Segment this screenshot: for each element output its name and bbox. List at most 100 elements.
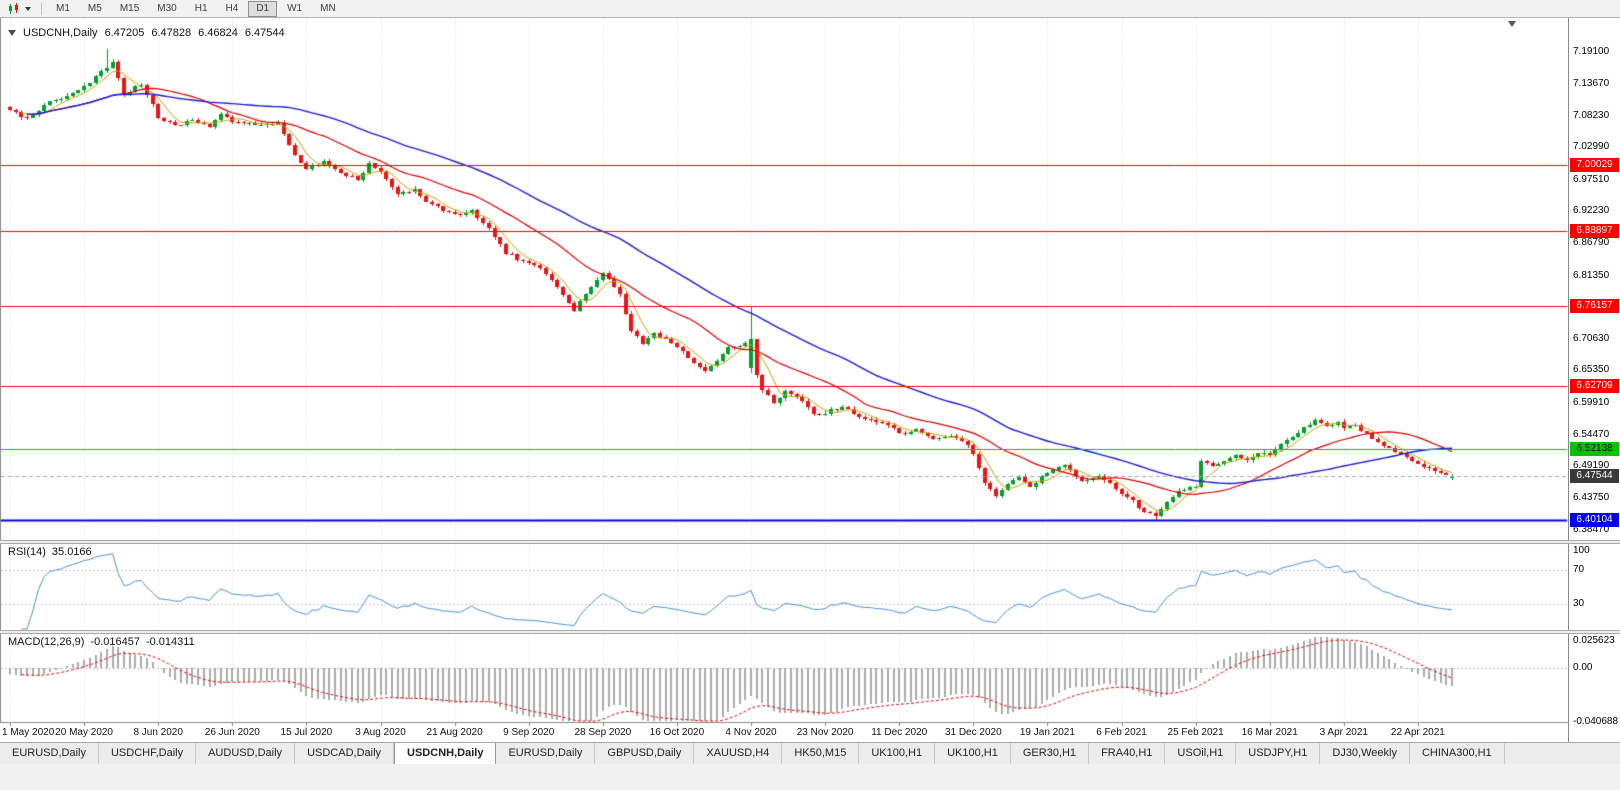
timeframe-button-w1[interactable]: W1 bbox=[287, 2, 303, 14]
timeframe-button-m30[interactable]: M30 bbox=[157, 2, 177, 14]
symbol-tab-audusd-daily[interactable]: AUDUSD,Daily bbox=[196, 743, 296, 764]
date-axis-label: 3 Aug 2020 bbox=[355, 727, 406, 738]
symbol-tab-uk100-h1[interactable]: UK100,H1 bbox=[859, 743, 936, 764]
date-axis-label: 16 Mar 2021 bbox=[1241, 727, 1298, 738]
timeframe-toolbar: M1 M5 M15 M30 H1 H4 D1 W1 MN bbox=[0, 0, 1620, 18]
date-axis-label: 21 Aug 2020 bbox=[426, 727, 483, 738]
price-axis-label: 7.13670 bbox=[1573, 78, 1610, 90]
timeframe-button-m15[interactable]: M15 bbox=[119, 2, 140, 14]
rsi-axis-label: 30 bbox=[1573, 598, 1585, 610]
date-axis-label: 15 Jul 2020 bbox=[280, 727, 333, 738]
macd-main-value: -0.016457 bbox=[90, 636, 140, 648]
symbol-tab-dj30-weekly[interactable]: DJ30,Weekly bbox=[1320, 743, 1410, 764]
date-axis-label: 3 Apr 2021 bbox=[1319, 727, 1368, 738]
chart-tab-bar: EURUSD,Daily USDCHF,Daily AUDUSD,Daily USDC… bbox=[0, 742, 1620, 764]
date-axis-label: 25 Feb 2021 bbox=[1167, 727, 1224, 738]
price-axis-label: 7.08230 bbox=[1573, 110, 1610, 122]
chart-symbol-period: USDCNH,Daily bbox=[23, 27, 98, 39]
symbol-tab-eurusd-daily[interactable]: EURUSD,Daily bbox=[496, 743, 596, 764]
pane-separator-macd[interactable] bbox=[0, 630, 1620, 634]
symbol-tab-gbpusd-daily[interactable]: GBPUSD,Daily bbox=[595, 743, 695, 764]
price-axis-label: 6.92230 bbox=[1573, 205, 1610, 217]
toolbar-divider bbox=[41, 2, 42, 15]
price-axis-label: 6.97510 bbox=[1573, 173, 1610, 185]
date-axis-label: 6 Feb 2021 bbox=[1096, 727, 1147, 738]
symbol-tab-usoil-h1[interactable]: USOil,H1 bbox=[1165, 743, 1237, 764]
ohlc-high: 6.47828 bbox=[151, 27, 192, 39]
symbol-tab-hk50-m15[interactable]: HK50,M15 bbox=[782, 743, 860, 764]
support-level-green-badge: 6.52138 bbox=[1570, 441, 1619, 456]
rsi-value: 35.0166 bbox=[51, 546, 92, 558]
timeframe-button-h4[interactable]: H4 bbox=[225, 2, 239, 14]
date-axis-label: 31 Dec 2020 bbox=[944, 727, 1002, 738]
resistance-level-4-badge: 6.62709 bbox=[1570, 379, 1619, 394]
macd-axis-label: 0.025623 bbox=[1573, 635, 1615, 646]
ohlc-open: 6.47205 bbox=[104, 27, 145, 39]
resistance-level-2-badge: 6.88897 bbox=[1570, 223, 1619, 238]
date-axis-label: 20 May 2020 bbox=[55, 727, 114, 738]
rsi-axis-label: 100 bbox=[1573, 545, 1590, 556]
timeframe-buttons: M1 M5 M15 M30 H1 H4 D1 W1 MN bbox=[48, 0, 344, 17]
price-axis-label: 7.19100 bbox=[1573, 46, 1610, 58]
candlestick-chart-icon bbox=[9, 2, 18, 14]
pane-separator-rsi[interactable] bbox=[0, 540, 1620, 544]
macd-axis-label: -0.040688 bbox=[1573, 716, 1619, 727]
symbol-tab-usdchf-daily[interactable]: USDCHF,Daily bbox=[99, 743, 197, 764]
date-axis-label: 22 Apr 2021 bbox=[1390, 727, 1445, 738]
symbol-tab-usdcad-daily[interactable]: USDCAD,Daily bbox=[295, 743, 395, 764]
price-axis-label: 6.43750 bbox=[1573, 492, 1610, 504]
date-axis-label: 4 Nov 2020 bbox=[725, 727, 777, 738]
chevron-down-icon bbox=[25, 6, 31, 11]
current-price-line-badge: 6.47544 bbox=[1570, 468, 1619, 483]
symbol-tab-ger30-h1[interactable]: GER30,H1 bbox=[1011, 743, 1090, 764]
timeframe-button-m5[interactable]: M5 bbox=[87, 2, 102, 14]
date-axis-label: 26 Jun 2020 bbox=[204, 727, 260, 738]
price-axis-label: 6.38470 bbox=[1573, 523, 1610, 535]
one-click-trading-icon[interactable] bbox=[8, 30, 16, 36]
macd-axis-label: 0.00 bbox=[1573, 662, 1593, 673]
chart-shift-marker[interactable] bbox=[1508, 21, 1516, 27]
symbol-tab-china300-h1[interactable]: CHINA300,H1 bbox=[1410, 743, 1505, 764]
date-axis-label: 23 Nov 2020 bbox=[796, 727, 854, 738]
macd-name: MACD(12,26,9) bbox=[8, 636, 85, 648]
date-axis-label: 9 Sep 2020 bbox=[503, 727, 555, 738]
price-axis-label: 6.59910 bbox=[1573, 396, 1610, 408]
timeframe-button-h1[interactable]: H1 bbox=[194, 2, 208, 14]
price-axis-label: 6.70630 bbox=[1573, 333, 1610, 345]
price-axis-label: 6.49190 bbox=[1573, 460, 1610, 472]
symbol-tab-eurusd-daily[interactable]: EURUSD,Daily bbox=[0, 743, 99, 764]
timeframe-button-mn[interactable]: MN bbox=[320, 2, 336, 14]
chart-canvas[interactable] bbox=[0, 0, 1568, 742]
timeframe-button-m1[interactable]: M1 bbox=[56, 2, 70, 14]
date-axis-label: 11 Dec 2020 bbox=[871, 727, 928, 738]
date-axis-label: 19 Jan 2021 bbox=[1019, 727, 1075, 738]
price-axis-label: 6.65350 bbox=[1573, 364, 1610, 376]
time-axis[interactable]: 1 May 2020 20 May 2020 8 Jun 2020 26 Jun 20… bbox=[0, 722, 1568, 742]
rsi-indicator-label: RSI(14) 35.0166 bbox=[8, 546, 92, 558]
chart-type-menu[interactable] bbox=[4, 1, 35, 17]
symbol-tab-usdjpy-h1[interactable]: USDJPY,H1 bbox=[1236, 743, 1321, 764]
symbol-tab-fra40-h1[interactable]: FRA40,H1 bbox=[1089, 743, 1166, 764]
macd-signal-value: -0.014311 bbox=[145, 636, 195, 648]
rsi-name: RSI(14) bbox=[8, 546, 46, 558]
ohlc-close: 6.47544 bbox=[244, 27, 285, 39]
symbol-tab-xauusd-h4[interactable]: XAUUSD,H4 bbox=[694, 743, 783, 764]
macd-indicator-label: MACD(12,26,9) -0.016457 -0.014311 bbox=[8, 636, 195, 648]
date-axis-label: 1 May 2020 bbox=[2, 727, 55, 738]
price-axis-label: 6.54470 bbox=[1573, 428, 1610, 440]
price-axis-label: 7.02990 bbox=[1573, 141, 1610, 153]
timeframe-button-d1[interactable]: D1 bbox=[248, 0, 278, 17]
price-axis-label: 6.81350 bbox=[1573, 269, 1610, 281]
symbol-tab-uk100-h1[interactable]: UK100,H1 bbox=[935, 743, 1011, 764]
date-axis-label: 16 Oct 2020 bbox=[649, 727, 705, 738]
price-axis-label: 6.86790 bbox=[1573, 237, 1610, 249]
symbol-tab-usdcnh-daily[interactable]: USDCNH,Daily bbox=[394, 743, 497, 764]
date-axis-label: 8 Jun 2020 bbox=[133, 727, 183, 738]
chart-title-overlay: USDCNH,Daily 6.47205 6.47828 6.46824 6.4… bbox=[8, 27, 285, 39]
resistance-level-1-badge: 7.00029 bbox=[1570, 158, 1619, 172]
window-bottom-strip bbox=[0, 764, 1620, 790]
date-axis-label: 28 Sep 2020 bbox=[574, 727, 632, 738]
price-axis[interactable]: 7.19100 7.13670 7.08230 7.02990 6.97510 6.922… bbox=[1568, 18, 1620, 742]
rsi-axis-label: 70 bbox=[1573, 563, 1585, 575]
